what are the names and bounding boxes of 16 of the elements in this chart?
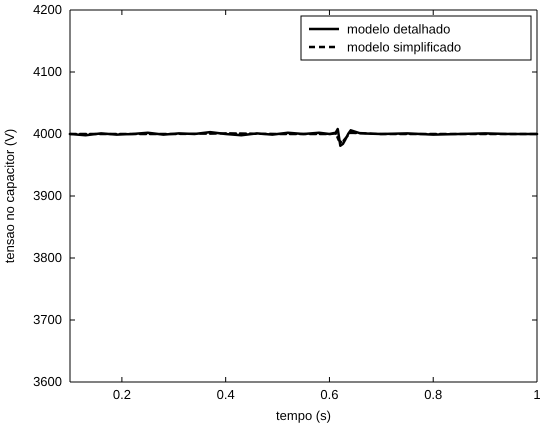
y-axis-title: tensao no capacitor (V): [2, 128, 17, 264]
x-tick-label: 1: [533, 387, 541, 402]
y-tick-label: 4000: [33, 126, 62, 142]
x-tick-label: 0.6: [320, 387, 338, 402]
x-tick-label: 0.4: [216, 387, 235, 402]
y-tick-label: 3700: [33, 312, 62, 328]
x-tick-label: 0.2: [112, 387, 131, 402]
y-tick-label: 4100: [33, 64, 62, 80]
legend-label: modelo detalhado: [347, 22, 450, 36]
y-tick-label: 3800: [33, 250, 62, 266]
x-tick-label: 0.8: [424, 387, 442, 402]
legend-label: modelo simplificado: [347, 40, 462, 54]
y-tick-label: 3900: [33, 188, 62, 204]
y-tick-label: 3600: [33, 374, 62, 390]
x-axis-title: tempo (s): [276, 408, 331, 423]
y-tick-label: 4200: [33, 2, 62, 18]
